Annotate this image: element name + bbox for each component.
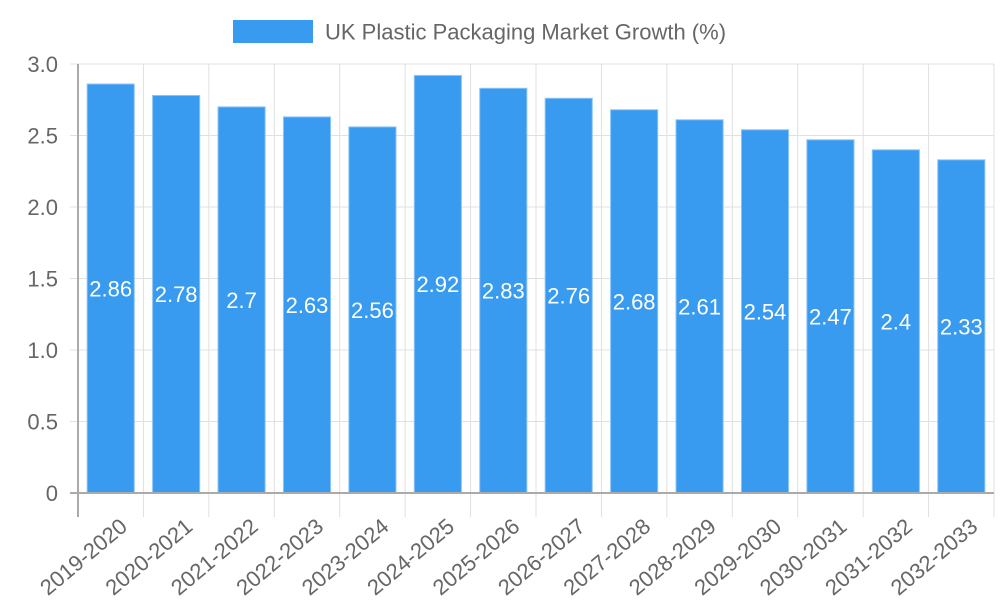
bar-value-label: 2.86 (89, 277, 132, 302)
y-tick-label: 1.5 (27, 267, 58, 292)
bar[interactable] (479, 87, 528, 494)
bar[interactable] (675, 119, 724, 494)
x-axis-ticks: 2019-20202020-20212021-20222022-20232023… (35, 513, 982, 600)
bar-value-label: 2.56 (351, 298, 394, 323)
axes (70, 64, 994, 517)
bar[interactable] (806, 139, 855, 494)
y-tick-label: 2.0 (27, 195, 58, 220)
y-tick-label: 3.0 (27, 52, 58, 77)
bar[interactable] (152, 94, 201, 494)
chart-legend[interactable]: UK Plastic Packaging Market Growth (%) (233, 20, 726, 45)
bar-value-label: 2.33 (940, 314, 983, 339)
y-tick-label: 0.5 (27, 410, 58, 435)
bar[interactable] (610, 109, 659, 494)
bar[interactable] (740, 129, 790, 494)
bar-value-label: 2.92 (416, 272, 459, 297)
bar-value-label: 2.7 (226, 288, 257, 313)
bar[interactable] (282, 116, 332, 494)
bar[interactable] (217, 106, 266, 494)
bar[interactable] (413, 74, 462, 494)
y-tick-label: 0 (46, 481, 58, 506)
bar-value-label: 2.47 (809, 304, 852, 329)
bar-value-label: 2.76 (547, 284, 590, 309)
bar[interactable] (544, 97, 593, 494)
bar-value-label: 2.54 (744, 299, 787, 324)
y-axis-ticks: 0 0.5 1.0 1.5 2.0 2.5 3.0 (27, 52, 58, 506)
legend-swatch[interactable] (233, 20, 313, 43)
y-tick-label: 1.0 (27, 338, 58, 363)
legend-label[interactable]: UK Plastic Packaging Market Growth (%) (325, 20, 726, 45)
bar-value-label: 2.63 (286, 293, 329, 318)
bar-value-label: 2.61 (678, 294, 721, 319)
bar-value-label: 2.68 (613, 289, 656, 314)
bar[interactable] (871, 149, 920, 494)
bar-value-label: 2.4 (881, 309, 912, 334)
bar-value-labels: 2.86 2.78 2.7 2.63 2.56 2.92 2.83 2.76 2.68 2.61 2… (89, 272, 982, 339)
bar[interactable] (86, 83, 135, 494)
bar[interactable] (348, 126, 397, 494)
y-tick-label: 2.5 (27, 124, 58, 149)
bar[interactable] (937, 159, 986, 494)
bar-value-label: 2.78 (155, 282, 198, 307)
grid-lines (70, 63, 995, 517)
bars (86, 74, 986, 494)
bar-value-label: 2.83 (482, 279, 525, 304)
